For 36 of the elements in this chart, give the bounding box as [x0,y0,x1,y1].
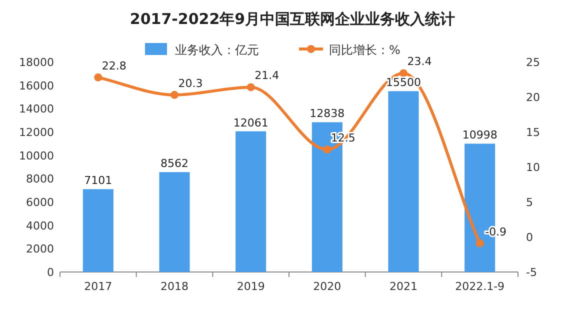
ytick: 4000 [26,219,54,232]
y2tick: -5 [526,266,537,279]
ytick: 6000 [26,196,54,209]
ytick: 16000 [19,79,54,92]
line-label: 21.4 [254,69,280,82]
bar-label: 12061 [233,116,268,130]
xtick: 2020 [313,280,342,293]
ytick: 10000 [19,149,54,162]
bar-label: 7101 [84,174,112,188]
xtick: 2017 [84,280,112,293]
y2tick: 20 [526,91,540,104]
line-label: 22.8 [102,59,126,72]
bar-label: 8562 [160,157,188,170]
xtick: 2018 [160,280,188,293]
y2tick: 10 [526,161,540,174]
ytick: 18000 [19,56,54,69]
legend-text: 业务收入：亿元 [175,43,259,57]
y2tick: 25 [526,56,540,69]
ytick: 14000 [19,102,54,116]
xtick: 2019 [236,280,265,293]
ytick: 0 [47,266,54,279]
ytick: 8000 [26,172,54,186]
xtick: 2021 [390,280,418,293]
ytick: 2000 [26,242,54,256]
bar-label: 12838 [310,107,345,120]
xtick: 2022.1-9 [455,280,505,293]
line-label: 20.3 [178,76,203,90]
y2tick: 15 [526,126,540,139]
title: 2017-2022年9月中国互联网企业业务收入统计 [130,10,456,28]
ytick: 12000 [19,126,54,139]
legend-text: 同比增长：% [329,43,400,57]
bar-label: 10998 [462,128,498,142]
y2tick: 5 [526,196,533,209]
line-label: 23.4 [407,55,432,68]
line-label: 12.5 [330,132,356,144]
y2tick: 0 [526,231,533,244]
